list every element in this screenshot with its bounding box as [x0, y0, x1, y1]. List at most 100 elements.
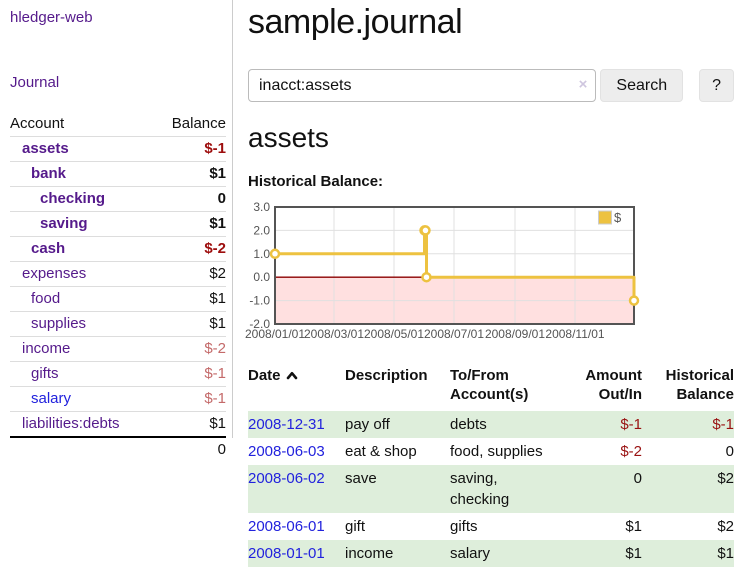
main-content: sample.journal × Search ? assets Histori… — [233, 0, 742, 567]
register-cell: eat & shop — [345, 443, 417, 460]
register-header-balance: Historical Balance — [665, 367, 734, 403]
sidebar-account-gifts[interactable]: gifts — [31, 365, 59, 382]
register-row[interactable]: 2008-01-01 income salary $1 $1 — [248, 540, 734, 567]
account-balance: 0 — [217, 190, 226, 207]
register-header-amount: Amount Out/In — [585, 367, 642, 403]
sidebar-account-assets[interactable]: assets — [22, 140, 69, 157]
account-row: saving $1 — [10, 211, 226, 237]
register-cell: $-1 — [712, 416, 734, 433]
account-heading: assets — [248, 122, 329, 153]
data-point-marker — [420, 225, 431, 236]
register-table: Date Description To/From Account(s) Amou… — [248, 364, 734, 567]
sidebar-account-bank[interactable]: bank — [31, 165, 67, 182]
sidebar-account-food[interactable]: food — [31, 290, 61, 307]
register-cell: food, supplies — [450, 443, 543, 460]
search-form: × Search ? — [248, 69, 734, 102]
sidebar-account-expenses[interactable]: expenses — [22, 265, 87, 282]
accounts-header-balance: Balance — [171, 115, 226, 132]
register-cell-date: 2008-01-01 — [248, 540, 345, 567]
account-balance: $2 — [209, 265, 226, 282]
sidebar-account-cash[interactable]: cash — [31, 240, 66, 257]
y-tick-label: -1.0 — [249, 294, 270, 308]
account-balance: $-2 — [204, 340, 226, 357]
register-row[interactable]: 2008-06-02 save saving, checking 0 $2 — [248, 465, 734, 513]
y-tick-label: 1.0 — [253, 247, 270, 261]
account-balance: $-2 — [204, 240, 226, 257]
chart-heading: Historical Balance: — [248, 173, 384, 190]
account-row: checking 0 — [10, 186, 226, 212]
help-button[interactable]: ? — [699, 69, 734, 102]
account-balance: $1 — [209, 165, 226, 182]
x-tick-label: 2008/01/01 — [245, 327, 305, 341]
register-cell: 0 — [633, 470, 642, 487]
register-cell: gifts — [450, 518, 478, 535]
account-row: supplies $1 — [10, 311, 226, 337]
account-row: expenses $2 — [10, 261, 226, 287]
register-cell: salary — [450, 545, 491, 562]
accounts-total-row: 0 — [10, 436, 226, 462]
register-row[interactable]: 2008-12-31 pay off debts $-1 $-1 — [248, 411, 734, 438]
account-row: gifts $-1 — [10, 361, 226, 387]
register-cell: $1 — [625, 545, 642, 562]
historical-balance-chart[interactable]: 3.0 2.0 1.0 0.0 -1.0 -2.0 2008/01/01 2008/03/01… — [245, 200, 742, 344]
account-row: salary $-1 — [10, 386, 226, 412]
register-cell: $1 — [625, 518, 642, 535]
y-tick-label: -2.0 — [249, 317, 270, 331]
sidebar: hledger-web Journal Account Balance asse… — [0, 0, 233, 462]
sidebar-account-salary[interactable]: salary — [31, 390, 72, 407]
account-row: cash $-2 — [10, 236, 226, 262]
sidebar-account-supplies[interactable]: supplies — [31, 315, 87, 332]
register-header-date: Date — [248, 364, 345, 411]
data-point-marker — [421, 271, 432, 283]
register-cell: saving, checking — [450, 470, 510, 508]
x-tick-label: 2008/05/01 — [364, 327, 424, 341]
chart-svg: 3.0 2.0 1.0 0.0 -1.0 -2.02008/01/012008/03/01… — [245, 200, 640, 341]
register-cell: $2 — [717, 470, 734, 487]
register-cell-date: 2008-06-02 — [248, 465, 345, 513]
accounts-table: Account Balance assets $-1 bank $1 checking 0… — [10, 112, 226, 462]
x-tick-label: 2008/07/01 — [424, 327, 484, 341]
register-cell: pay off — [345, 416, 390, 433]
accounts-header-account: Account — [10, 115, 65, 132]
register-cell: $2 — [717, 518, 734, 535]
search-button[interactable]: Search — [600, 69, 684, 102]
sidebar-account-checking[interactable]: checking — [40, 190, 106, 207]
account-row: liabilities:debts $1 — [10, 411, 226, 438]
transaction-date-link[interactable]: 2008-12-31 — [248, 416, 325, 433]
account-row: bank $1 — [10, 161, 226, 187]
app-title-link[interactable]: hledger-web — [10, 9, 93, 26]
sidebar-account-saving[interactable]: saving — [40, 215, 88, 232]
transaction-date-link[interactable]: 2008-01-01 — [248, 545, 325, 562]
account-row: income $-2 — [10, 336, 226, 362]
register-row[interactable]: 2008-06-03 eat & shop food, supplies $-2 0 — [248, 438, 734, 465]
account-balance: $1 — [209, 315, 226, 332]
account-row: food $1 — [10, 286, 226, 312]
transaction-date-link[interactable]: 2008-06-03 — [248, 443, 325, 460]
legend-label: $ — [614, 210, 622, 225]
legend-swatch — [598, 210, 612, 225]
transaction-date-link[interactable]: 2008-06-02 — [248, 470, 325, 487]
sidebar-item-journal[interactable]: Journal — [10, 74, 60, 91]
register-cell: $1 — [717, 545, 734, 562]
register-cell: save — [345, 470, 377, 487]
sidebar-account-income[interactable]: income — [22, 340, 71, 357]
x-tick-label: 2008/11/01 — [545, 327, 604, 341]
account-balance: $1 — [209, 215, 226, 232]
data-point-marker — [269, 248, 281, 260]
register-cell: 0 — [725, 443, 734, 460]
account-row: assets $-1 — [10, 136, 226, 162]
transaction-date-link[interactable]: 2008-06-01 — [248, 518, 325, 535]
y-tick-label: 0.0 — [253, 270, 270, 284]
account-balance: $1 — [209, 290, 226, 307]
register-cell-date: 2008-06-03 — [248, 438, 345, 465]
clear-search-icon[interactable]: × — [578, 76, 588, 93]
accounts-header-row: Account Balance — [10, 112, 226, 137]
register-header-accounts: To/From Account(s) — [450, 367, 529, 403]
register-header-row: Date Description To/From Account(s) Amou… — [248, 364, 734, 411]
register-cell-date: 2008-06-01 — [248, 513, 345, 540]
search-input[interactable] — [248, 69, 597, 102]
sidebar-account-liabilities-debts[interactable]: liabilities:debts — [22, 415, 120, 432]
register-row[interactable]: 2008-06-01 gift gifts $1 $2 — [248, 513, 734, 540]
y-tick-label: 2.0 — [253, 223, 270, 237]
data-point-marker — [628, 295, 640, 306]
